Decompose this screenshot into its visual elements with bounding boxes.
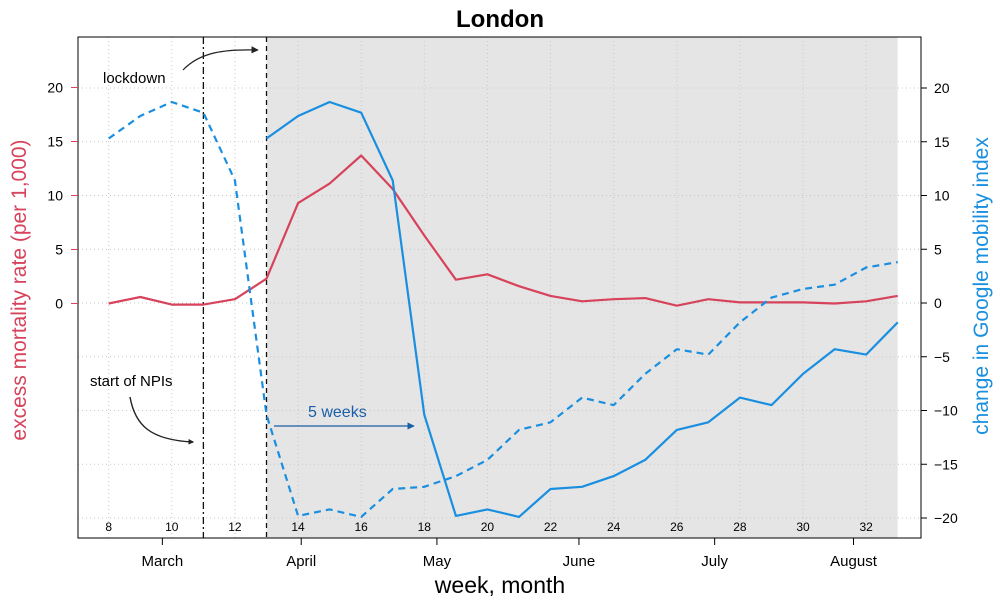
left-tick-label: 5 [55, 242, 63, 258]
week-tick-label: 24 [607, 520, 621, 534]
week-tick-label: 22 [544, 520, 558, 534]
right-tick-label: −20 [934, 510, 958, 526]
week-tick-label: 12 [228, 520, 242, 534]
month-label: August [830, 553, 878, 570]
month-label: June [563, 553, 596, 570]
vline-layer [202, 37, 268, 538]
series-line-1 [108, 100, 898, 519]
npis-arrow [129, 396, 195, 445]
week-tick-label: 26 [670, 520, 684, 534]
week-tick-label: 28 [733, 520, 747, 534]
left-tick-label: 20 [47, 80, 63, 96]
x-axis-label: week, month [434, 572, 565, 598]
lockdown-annotation: lockdown [103, 70, 166, 87]
month-label: April [286, 553, 316, 570]
right-tick-label: −15 [934, 456, 958, 472]
series-layer [108, 100, 899, 519]
right-tick-label: −5 [934, 349, 950, 365]
plot-frame [77, 36, 922, 539]
week-tick-label: 18 [418, 520, 432, 534]
week-tick-label: 10 [165, 520, 179, 534]
npis-annotation: start of NPIs [90, 373, 173, 390]
week-tick-label: 32 [859, 520, 873, 534]
week-tick-label: 8 [105, 520, 112, 534]
series-line-2 [265, 100, 899, 519]
week-tick-label: 16 [355, 520, 369, 534]
shaded-period-layer [266, 37, 898, 538]
left-y-axis-label: excess mortality rate (per 1,000) [8, 139, 31, 440]
shaded-period [266, 37, 898, 538]
left-tick-label: 10 [47, 188, 63, 204]
month-label: March [142, 553, 184, 570]
right-tick-label: 10 [934, 188, 950, 204]
axis-layer: 0 5 10 15 20 20 15 10 5 0 −5 −10 −15 −20 8 10 12 14 16 18 20… [47, 80, 958, 571]
right-y-axis-label: change in Google mobility index [970, 137, 993, 435]
month-label: May [423, 553, 452, 570]
right-tick-label: 15 [934, 134, 950, 150]
week-tick-label: 14 [291, 520, 305, 534]
right-tick-label: 0 [934, 295, 942, 311]
five-weeks-annotation: 5 weeks [308, 404, 367, 421]
month-label: July [701, 553, 728, 570]
chart-title: London [456, 6, 544, 33]
week-tick-label: 20 [481, 520, 495, 534]
right-tick-label: −10 [934, 403, 958, 419]
right-tick-label: 20 [934, 80, 950, 96]
left-tick-label: 0 [55, 296, 63, 312]
left-tick-label: 15 [47, 134, 63, 150]
right-tick-label: 5 [934, 241, 942, 257]
week-tick-label: 30 [796, 520, 810, 534]
lockdown-arrow [182, 46, 259, 71]
